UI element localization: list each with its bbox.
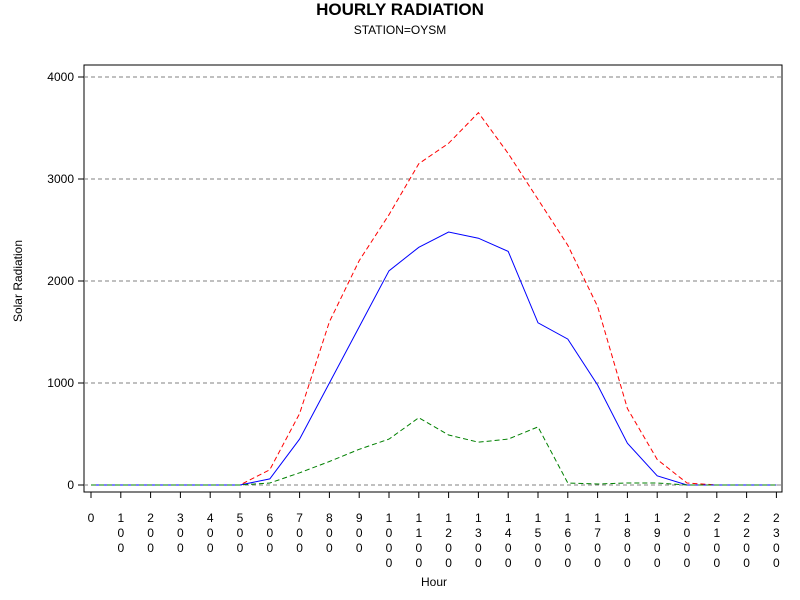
x-axis: 0 1 0 0 2 0 0 3 0 0 4 0 0 5 0 0 6 0 0 7 0 0 8 0 0 9 0 0 1 0 0 0 1 1 0 0 1 2 0 0… [88, 492, 780, 570]
y-tick-label: 4000 [47, 70, 74, 84]
y-tick-label: 0 [67, 478, 74, 492]
y-axis-label: Solar Radiation [11, 240, 25, 322]
grid-lines [84, 76, 782, 486]
series-line-3 [91, 417, 777, 486]
chart-subtitle: STATION=OYSM [353, 23, 447, 37]
plot-area-frame [83, 64, 783, 493]
y-axis: 0 1000 2000 3000 4000 [47, 70, 84, 492]
series-line-2 [91, 231, 777, 486]
x-tick-label: 0 [88, 511, 95, 525]
y-tick-label: 1000 [47, 376, 74, 390]
chart-title: HOURLY RADIATION [316, 0, 484, 19]
y-tick-label: 3000 [47, 172, 74, 186]
y-tick-label: 2000 [47, 274, 74, 288]
x-axis-label: Hour [421, 575, 447, 589]
series-group [91, 111, 777, 486]
series-line-1 [91, 111, 777, 486]
